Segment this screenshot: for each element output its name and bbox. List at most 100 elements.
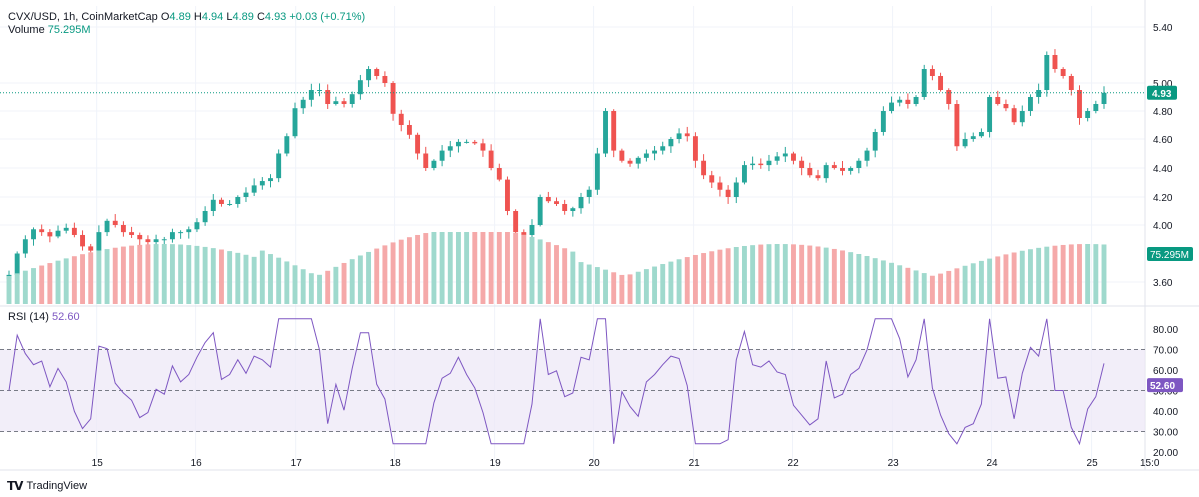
candle-body [1019,111,1025,123]
volume-bar [889,262,894,304]
change-value: +0.03 (+0.71%) [289,11,366,23]
rsi-tick-label: 60.00 [1153,366,1178,377]
candle-body [251,185,257,193]
time-tick-label: 17 [291,458,303,469]
candle-body [635,157,641,164]
candle-body [684,133,690,137]
candle-body [782,153,788,157]
volume-bar [791,244,796,304]
volume-bar [995,256,1001,304]
candle-body [276,153,282,179]
candle-body [668,139,674,147]
candle-body [905,99,911,104]
volume-bar [848,252,854,304]
volume-bar [480,232,486,304]
time-tick-label: 25 [1087,458,1099,469]
rsi-tick-label: 30.00 [1153,428,1178,439]
tradingview-branding[interactable]: 𝗧𝗩 TradingView [7,479,87,493]
candle-body [1044,55,1050,90]
volume-legend: Volume 75.295M [8,23,91,37]
volume-bar [537,239,543,304]
volume-bar [586,264,592,304]
candle-body [766,160,772,166]
candle-body [1028,97,1033,111]
candle-body [382,76,388,83]
volume-bar [799,244,805,304]
volume-bar [652,266,658,304]
volume-bar [186,245,192,304]
candle-body [701,160,707,176]
volume-bar [782,244,788,304]
candle-body [545,197,551,202]
candle-body [366,69,372,81]
candle-body [439,150,445,161]
volume-bar [1060,244,1066,304]
candle-body [227,204,233,205]
volume-bar [39,265,45,304]
rsi-badge-value: 52.60 [1150,381,1175,392]
volume-bar [938,273,944,304]
volume-bar [366,251,372,304]
price-tick-label: 5.00 [1153,79,1173,90]
candle-body [1077,90,1082,118]
candle-body [129,232,135,235]
candle-body [488,150,494,168]
high-value: 4.94 [201,11,224,23]
current-price-value: 4.93 [1152,89,1172,100]
time-tick-label: 20 [589,458,601,469]
candle-body [1101,92,1107,104]
candle-body [962,139,968,147]
volume-bar [300,269,306,304]
volume-bar [684,257,690,304]
volume-bar [635,271,641,304]
volume-bar [725,248,731,304]
candle-body [423,153,429,168]
candle-body [300,99,306,109]
volume-bar [668,261,674,304]
volume-bar [840,250,845,304]
volume-bar [447,232,453,304]
volume-bar [398,239,404,304]
low-value: 4.89 [232,11,254,23]
volume-bar [169,244,175,304]
volume-bar [1019,250,1025,304]
candle-body [357,80,363,95]
volume-bar [22,270,28,304]
volume-bar [962,265,968,304]
candle-body [349,94,355,104]
volume-bar [357,255,363,304]
rsi-tick-label: 20.00 [1153,448,1178,459]
candle-body [513,211,519,233]
volume-bar [643,269,649,304]
volume-bar [488,232,494,304]
candle-body [55,230,61,237]
candle-body [472,141,478,144]
volume-bar [202,246,208,304]
candle-body [880,111,886,132]
volume-bar [88,252,94,304]
rsi-tick-label: 70.00 [1153,346,1178,357]
volume-badge-value: 75.295M [1150,250,1189,261]
volume-bar [513,232,519,304]
volume-bar [1068,244,1074,304]
volume-bar [774,244,780,304]
volume-bar [292,265,298,304]
candle-body [799,160,805,168]
candle-body [643,153,649,158]
volume-bar [954,268,960,304]
volume-bar [496,232,502,304]
candle-body [268,178,273,182]
price-tick-label: 4.80 [1153,107,1173,118]
candle-body [603,111,608,154]
volume-bar [856,253,862,304]
candle-body [112,220,118,225]
volume-bar [946,270,952,304]
volume-label: Volume [8,24,45,36]
volume-bar [268,254,273,304]
volume-bar [1028,249,1033,304]
volume-bar [897,265,903,304]
volume-bar [129,245,135,304]
candle-body [774,156,780,161]
candle-body [1093,104,1099,111]
